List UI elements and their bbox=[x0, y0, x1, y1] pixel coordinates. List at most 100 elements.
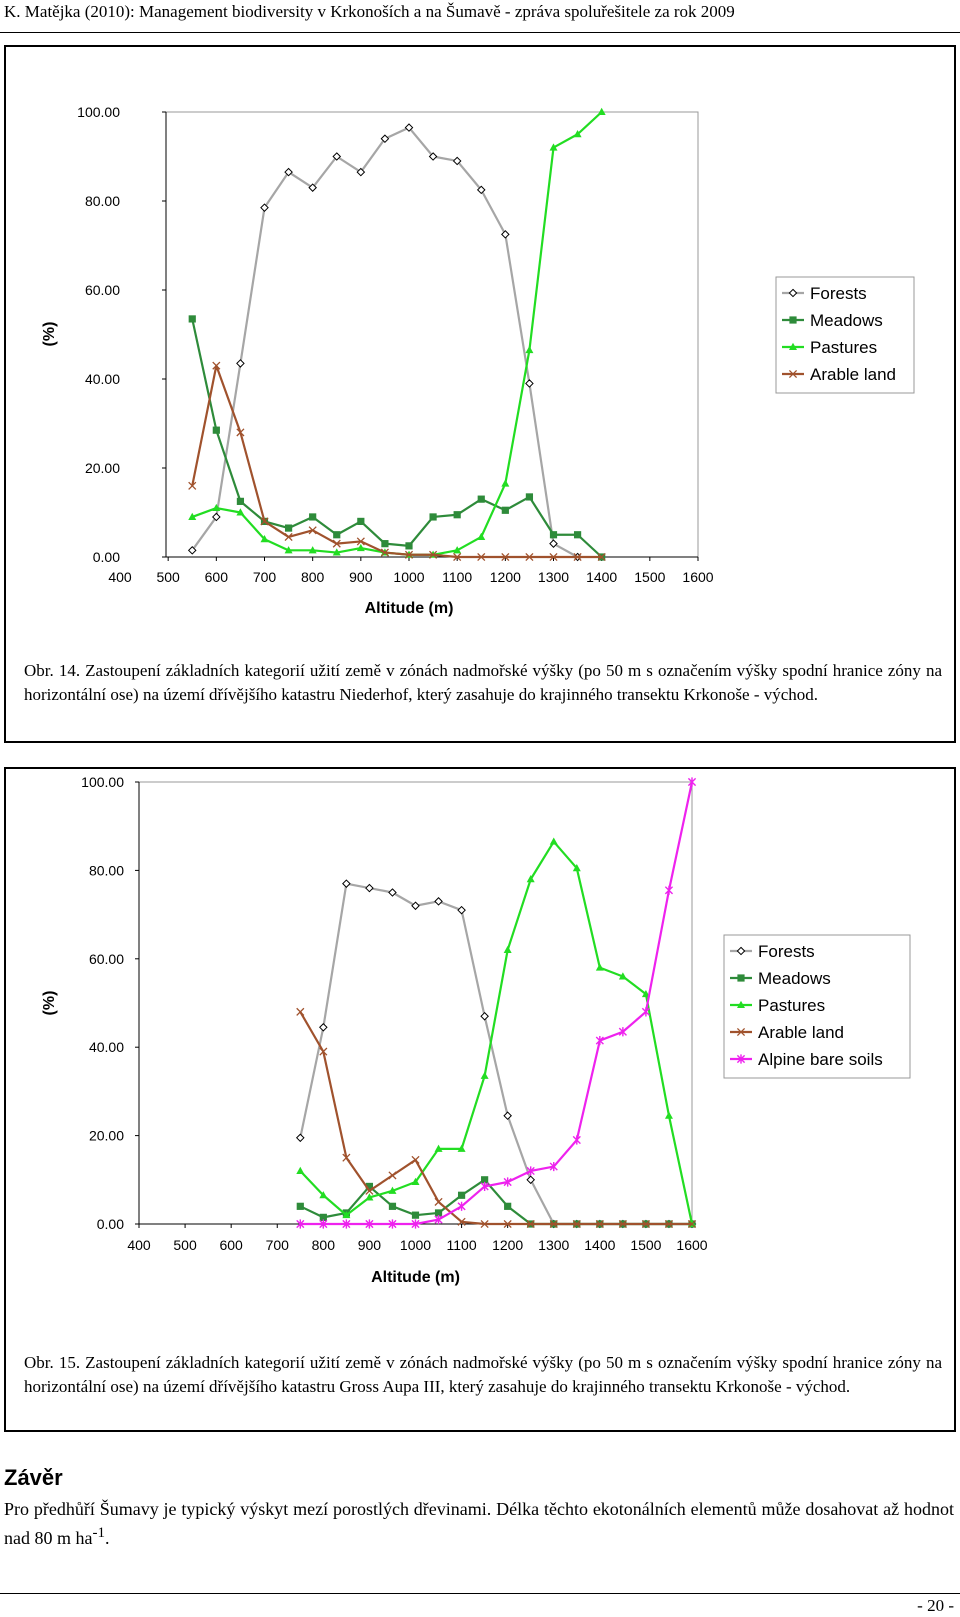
data-point-arable bbox=[332, 539, 341, 548]
x-tick-label: 1300 bbox=[538, 569, 569, 585]
data-point-alpine bbox=[641, 1007, 651, 1017]
data-point-arable bbox=[501, 552, 510, 562]
data-point-arable bbox=[480, 1219, 489, 1229]
data-point-forests bbox=[526, 1175, 536, 1185]
data-point-forests bbox=[457, 905, 466, 915]
x-tick-label: 1000 bbox=[393, 569, 424, 585]
legend-marker-arable bbox=[736, 1027, 746, 1037]
chart-niederhof: 0.00 20.00 40.00 60.00 80.00 100.00 400 500 600 7… bbox=[41, 104, 915, 617]
data-point-forests bbox=[295, 1133, 305, 1143]
data-point-arable bbox=[188, 481, 197, 490]
plot-area bbox=[138, 781, 693, 1225]
caption-label: Obr. 14. bbox=[24, 661, 81, 680]
y-tick-label: 80.00 bbox=[89, 862, 124, 878]
data-point-pastures bbox=[260, 535, 269, 543]
legend-label-pastures: Pastures bbox=[810, 338, 877, 357]
data-point-alpine bbox=[296, 1219, 305, 1229]
data-point-pastures bbox=[595, 963, 604, 971]
data-point-meadows bbox=[457, 1191, 466, 1199]
x-tick-label: 800 bbox=[312, 1237, 336, 1253]
figure-15: 0.00 20.00 40.00 60.00 80.00 100.00 400 500 600 7… bbox=[4, 767, 956, 1432]
x-tick-label: 1300 bbox=[538, 1237, 569, 1253]
data-point-arable bbox=[365, 1186, 374, 1195]
section-title: Závěr bbox=[4, 1465, 63, 1490]
data-point-forests bbox=[549, 539, 558, 548]
data-point-arable bbox=[380, 548, 389, 557]
data-point-pastures bbox=[457, 1144, 466, 1152]
data-point-forests bbox=[411, 901, 420, 911]
data-point-meadows bbox=[212, 426, 220, 434]
header-rule bbox=[0, 32, 960, 33]
data-point-forests bbox=[356, 167, 366, 177]
data-point-pastures bbox=[525, 345, 534, 354]
legend-label-arable: Arable land bbox=[810, 365, 896, 384]
x-tick-label: 500 bbox=[156, 569, 180, 585]
data-point-arable bbox=[573, 552, 582, 562]
data-point-pastures bbox=[356, 543, 365, 552]
data-point-pastures bbox=[308, 546, 317, 554]
data-point-pastures bbox=[597, 107, 606, 115]
chart-gross-aupa: 0.00 20.00 40.00 60.00 80.00 100.00 400 500 600 7… bbox=[41, 774, 911, 1286]
y-axis-label: (%) bbox=[41, 322, 58, 347]
data-point-alpine bbox=[549, 1161, 558, 1172]
data-point-arable bbox=[549, 552, 558, 562]
section-text: Pro předhůří Šumavy je typický výskyt me… bbox=[4, 1497, 954, 1550]
data-point-meadows bbox=[236, 497, 245, 505]
data-point-meadows bbox=[477, 495, 485, 503]
data-point-meadows bbox=[296, 1202, 304, 1210]
data-point-meadows bbox=[365, 1182, 374, 1191]
data-point-pastures bbox=[453, 546, 462, 554]
data-point-forests bbox=[452, 156, 462, 166]
data-point-alpine bbox=[595, 1035, 604, 1046]
data-point-alpine bbox=[342, 1219, 351, 1229]
data-point-forests bbox=[365, 883, 374, 893]
legend-marker-alpine bbox=[736, 1054, 746, 1064]
page-header: K. Matějka (2010): Management biodiversi… bbox=[4, 2, 735, 21]
x-axis-label: Altitude (m) bbox=[365, 600, 454, 617]
y-tick-label: 100.00 bbox=[81, 774, 124, 790]
data-point-alpine bbox=[480, 1181, 489, 1192]
data-point-pastures bbox=[284, 546, 293, 554]
data-point-arable bbox=[260, 517, 269, 526]
data-point-forests bbox=[476, 185, 486, 195]
data-point-pastures bbox=[572, 863, 581, 872]
data-point-pastures bbox=[411, 1177, 420, 1186]
y-tick-label: 60.00 bbox=[85, 282, 120, 298]
data-point-arable bbox=[284, 532, 293, 542]
x-tick-label: 800 bbox=[301, 569, 325, 585]
x-tick-label: 900 bbox=[358, 1237, 382, 1253]
legend-marker-pastures bbox=[789, 342, 797, 350]
page-number: - 20 - bbox=[917, 1596, 954, 1615]
caption-text: Zastoupení základních kategorií užití ze… bbox=[24, 661, 943, 704]
y-tick-label: 0.00 bbox=[97, 1216, 124, 1232]
x-tick-label: 1100 bbox=[442, 569, 472, 585]
figure-caption: Obr. 15. Zastoupení základních kategorií… bbox=[24, 1351, 942, 1399]
data-point-pastures bbox=[434, 1144, 443, 1152]
legend-label-alpine: Alpine bare soils bbox=[758, 1050, 883, 1069]
data-point-forests bbox=[308, 183, 317, 192]
x-tick-label: 400 bbox=[108, 569, 132, 585]
x-tick-label: 1400 bbox=[584, 1237, 615, 1253]
legend-label-forests: Forests bbox=[810, 284, 867, 303]
data-point-arable bbox=[526, 1219, 535, 1229]
series-arable bbox=[188, 361, 606, 562]
series-line-meadows bbox=[191, 318, 603, 558]
figure-14: 0.00 20.00 40.00 60.00 80.00 100.00 400 500 600 7… bbox=[4, 45, 956, 743]
data-point-pastures bbox=[549, 143, 558, 151]
data-point-meadows bbox=[434, 1209, 443, 1217]
series-line-arable bbox=[191, 364, 602, 559]
data-point-alpine bbox=[526, 1166, 535, 1176]
data-point-pastures bbox=[618, 972, 627, 980]
legend-label-meadows: Meadows bbox=[758, 969, 831, 988]
x-axis-label: Altitude (m) bbox=[371, 1269, 460, 1286]
caption-text: Zastoupení základních kategorií užití ze… bbox=[24, 1353, 943, 1396]
legend-marker-meadows bbox=[789, 316, 797, 324]
x-tick-label: 1600 bbox=[676, 1237, 707, 1253]
data-point-forests bbox=[319, 1023, 328, 1032]
data-point-forests bbox=[428, 152, 438, 161]
data-point-meadows bbox=[411, 1211, 420, 1219]
data-point-alpine bbox=[687, 777, 697, 787]
x-tick-label: 1400 bbox=[586, 569, 617, 585]
data-point-meadows bbox=[405, 542, 413, 550]
data-point-alpine bbox=[411, 1219, 420, 1229]
